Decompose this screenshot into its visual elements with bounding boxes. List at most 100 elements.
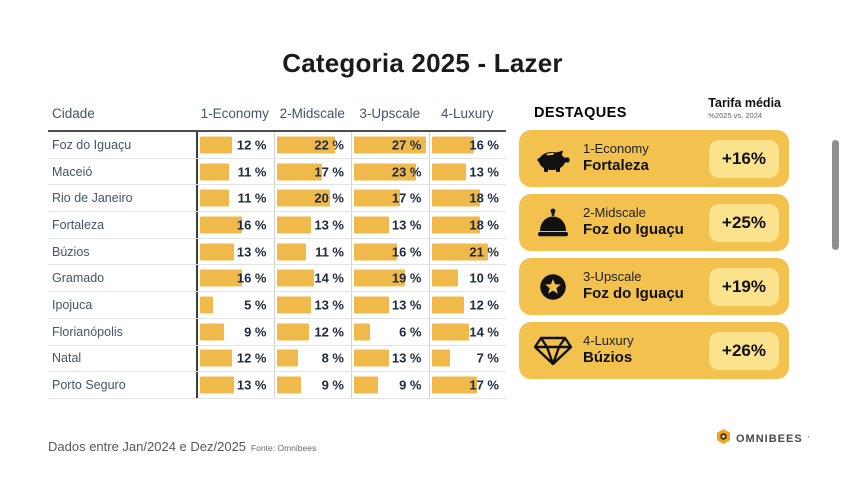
bar (431, 296, 464, 314)
bar-cell: 12 % (196, 132, 274, 158)
bar-cell: 18 % (428, 185, 507, 212)
bar (276, 296, 312, 314)
bar-cell: 16 % (196, 265, 274, 292)
bar-cell: 20 % (273, 185, 352, 212)
bar (276, 189, 331, 207)
bar (200, 323, 224, 341)
value-label: 18 % (469, 190, 499, 206)
highlight-card-luxury: 4-Luxury Búzios +26% (519, 322, 789, 379)
bar (354, 296, 389, 314)
bar-cell: 14 % (273, 265, 352, 292)
column-header-economy: 1-Economy (200, 105, 269, 121)
column-header-city: Cidade (52, 105, 95, 121)
bar (431, 323, 469, 341)
highlight-card-upscale: 3-Upscale Foz do Iguaçu +19% (519, 258, 789, 315)
highlight-card-midscale: 2-Midscale Foz do Iguaçu +25% (519, 194, 789, 251)
bar (354, 189, 400, 207)
card-value-badge: +25% (709, 203, 779, 242)
card-text: 3-Upscale Foz do Iguaçu (583, 269, 684, 304)
bar-cell: 13 % (428, 158, 507, 185)
column-header-upscale: 3-Upscale (359, 105, 421, 121)
card-value-badge: +16% (709, 139, 779, 178)
bar-cell: 6 % (351, 318, 429, 345)
bar-cell: 13 % (351, 212, 429, 238)
bar (354, 349, 389, 367)
bar (431, 349, 451, 367)
value-label: 11 % (237, 190, 267, 206)
city-label: Foz do Iguaçu (52, 137, 132, 152)
bar-cell: 9 % (196, 318, 274, 345)
city-label: Florianópolis (52, 324, 123, 339)
highlights-header: DESTAQUES Tarifa média %2025 vs. 2024 (519, 96, 789, 121)
highlights-panel: DESTAQUES Tarifa média %2025 vs. 2024 1-… (519, 96, 789, 386)
value-label: 12 % (469, 297, 499, 313)
value-label: 7 % (476, 350, 499, 366)
city-label: Maceió (52, 164, 93, 179)
bar (354, 243, 397, 261)
bar-cell: 14 % (428, 318, 507, 345)
bar-cell: 13 % (273, 292, 352, 318)
bar (431, 216, 480, 234)
value-label: 16 % (469, 137, 499, 153)
bar-cell: 18 % (428, 212, 507, 238)
city-label: Gramado (52, 271, 105, 286)
bar (276, 163, 323, 181)
table-row: Natal 12 % 8 % 13 % 7 % (48, 345, 506, 373)
bar (276, 243, 306, 261)
value-label: 11 % (315, 244, 344, 260)
table-row: Ipojuca 5 % 13 % 13 % 12 % (48, 292, 506, 319)
card-value-badge: +26% (709, 331, 779, 370)
value-label: 13 % (391, 297, 422, 313)
omnibees-logo: OMNIBEES ’ (716, 428, 809, 450)
value-label: 8 % (321, 350, 344, 366)
bar (354, 136, 427, 154)
bar (431, 136, 475, 154)
value-label: 9 % (399, 377, 422, 393)
bar-cell: 16 % (428, 132, 507, 158)
hexagon-icon (716, 428, 731, 450)
value-label: 21 % (469, 244, 499, 260)
highlight-card-economy: 1-Economy Fortaleza +16% (519, 130, 789, 187)
card-text: 2-Midscale Foz do Iguaçu (583, 205, 684, 240)
value-label: 12 % (314, 324, 344, 340)
card-category: 2-Midscale (583, 205, 646, 220)
table-row: Búzios 13 % 11 % 16 % 21 % (48, 238, 506, 266)
service-bell-icon (532, 205, 574, 241)
bar-cell: 19 % (351, 265, 429, 292)
value-label: 23 % (391, 164, 422, 180)
value-label: 5 % (244, 297, 267, 313)
bar (276, 323, 309, 341)
value-label: 19 % (391, 270, 422, 286)
value-label: 13 % (314, 217, 344, 233)
bar (200, 269, 243, 287)
bar (276, 376, 301, 394)
bar-cell: 9 % (273, 372, 352, 398)
bar (354, 269, 405, 287)
card-value-badge: +19% (709, 267, 779, 306)
bar-cell: 17 % (428, 372, 507, 398)
table-row: Fortaleza 16 % 13 % 13 % 18 % (48, 212, 506, 239)
vertical-scrollbar-thumb[interactable] (832, 140, 839, 250)
bar-cell: 12 % (428, 292, 507, 318)
value-label: 22 % (314, 137, 344, 153)
bar (431, 189, 480, 207)
bar (200, 376, 235, 394)
diamond-icon (532, 334, 574, 368)
tarifa-media-block: Tarifa média %2025 vs. 2024 (708, 96, 789, 120)
card-city: Búzios (583, 349, 633, 367)
card-category: 4-Luxury (583, 333, 634, 348)
bar-cell: 11 % (196, 158, 274, 185)
bar-cell: 22 % (273, 132, 352, 158)
bar (354, 163, 416, 181)
bar-cell: 8 % (273, 345, 352, 372)
bar (276, 136, 336, 154)
value-label: 13 % (391, 217, 422, 233)
bar (276, 216, 312, 234)
card-city: Foz do Iguaçu (583, 285, 684, 303)
bar-cell: 12 % (196, 345, 274, 372)
value-label: 13 % (314, 297, 344, 313)
table-row: Maceió 11 % 17 % 23 % 13 % (48, 158, 507, 186)
bar-cell: 27 % (351, 132, 429, 158)
value-label: 17 % (314, 164, 344, 180)
date-range-text: Dados entre Jan/2024 e Dez/2025 (48, 439, 247, 454)
